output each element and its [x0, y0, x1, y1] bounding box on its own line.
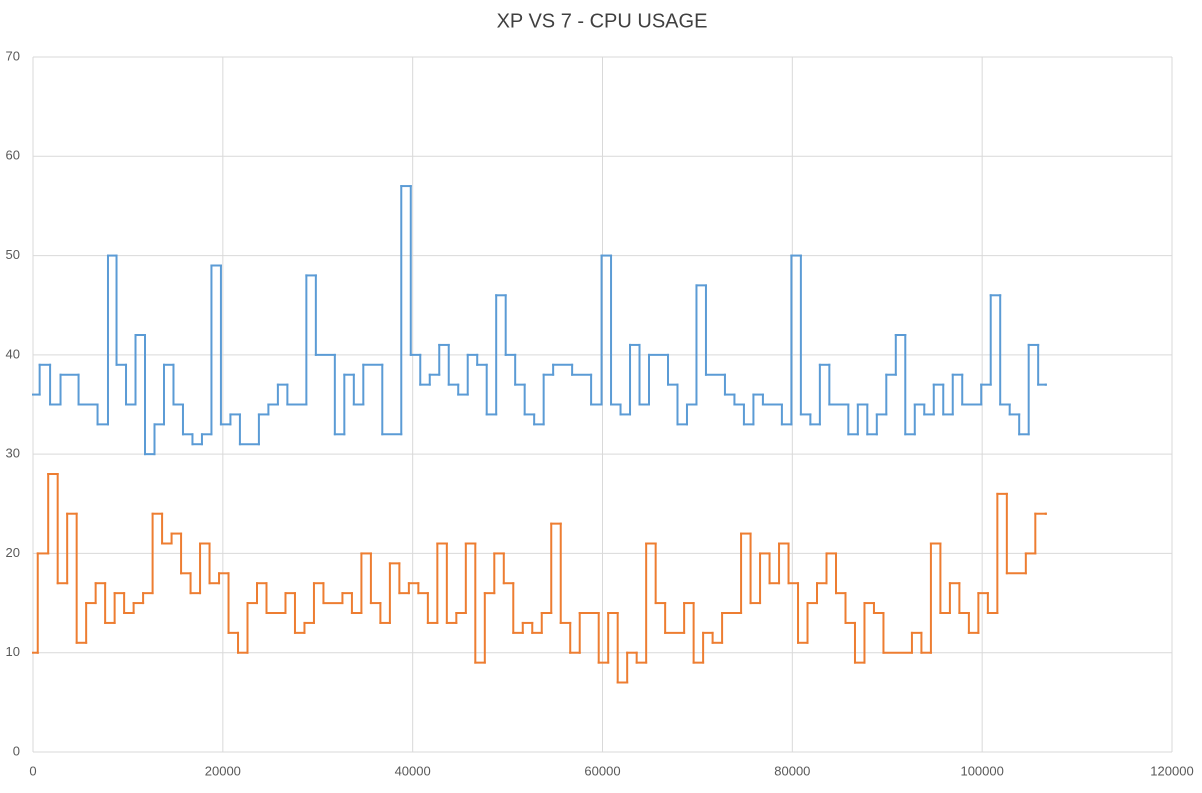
y-tick-label: 20: [6, 545, 20, 560]
x-tick-label: 120000: [1150, 763, 1193, 778]
x-tick-label: 80000: [774, 763, 810, 778]
y-tick-label: 70: [6, 48, 20, 63]
y-tick-label: 0: [13, 743, 20, 758]
x-tick-label: 60000: [584, 763, 620, 778]
y-tick-label: 50: [6, 247, 20, 262]
y-tick-label: 30: [6, 446, 20, 461]
x-tick-label: 100000: [960, 763, 1003, 778]
y-tick-label: 40: [6, 346, 20, 361]
chart-title: XP VS 7 - CPU USAGE: [497, 10, 708, 32]
y-tick-label: 10: [6, 644, 20, 659]
x-tick-label: 40000: [395, 763, 431, 778]
x-tick-label: 0: [29, 763, 36, 778]
y-tick-label: 60: [6, 148, 20, 163]
x-tick-label: 20000: [205, 763, 241, 778]
